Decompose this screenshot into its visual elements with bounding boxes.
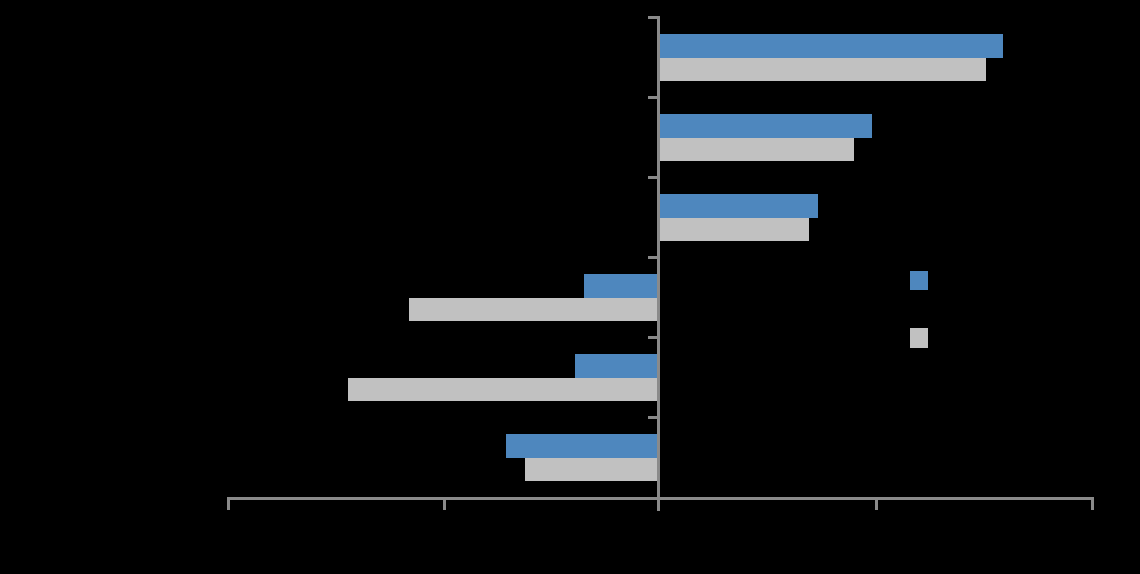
category-axis-line	[657, 16, 660, 511]
category-axis-tick	[648, 256, 660, 259]
legend-swatch-gray-series	[910, 328, 928, 348]
bar-blue-series-category-4	[583, 274, 657, 298]
category-axis-tick	[648, 416, 660, 419]
value-axis-tick	[226, 497, 230, 510]
bar-blue-series-category-3	[660, 194, 818, 218]
value-axis-line	[228, 497, 1092, 500]
bar-gray-series-category-3	[660, 218, 810, 241]
category-axis-tick	[648, 336, 660, 339]
value-axis-tick	[874, 497, 878, 510]
category-axis-tick	[648, 176, 660, 179]
category-axis-tick	[648, 96, 660, 99]
legend-swatch-blue-series	[910, 271, 928, 290]
bar-blue-series-category-6	[505, 434, 657, 458]
category-axis-tick	[648, 16, 660, 19]
bar-blue-series-category-5	[574, 354, 657, 378]
bar-blue-series-category-1	[660, 34, 1004, 58]
bar-gray-series-category-2	[660, 138, 855, 161]
bar-gray-series-category-6	[525, 458, 657, 481]
bar-gray-series-category-4	[408, 298, 657, 321]
value-axis-tick	[1090, 497, 1094, 510]
legend	[910, 271, 950, 351]
bar-gray-series-category-1	[660, 58, 987, 81]
bar-blue-series-category-2	[660, 114, 872, 138]
value-axis-tick	[442, 497, 446, 510]
bar-gray-series-category-5	[348, 378, 657, 401]
